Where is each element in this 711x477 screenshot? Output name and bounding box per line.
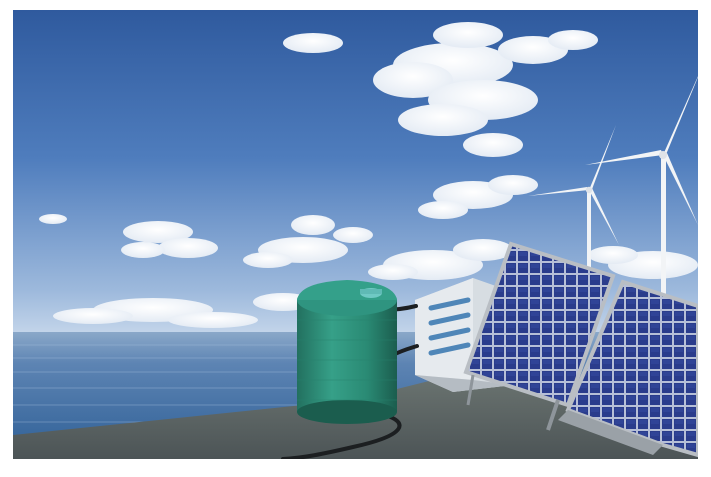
cloud-mid (418, 175, 538, 219)
cloud-center-cluster (243, 215, 373, 268)
water-storage-tank-icon (297, 280, 397, 424)
cloud-small-top (283, 33, 343, 53)
wind-turbine-icon (528, 125, 619, 290)
solar-panel-icon (558, 279, 698, 458)
desalination-scene-illustration (13, 10, 698, 459)
cloud-large-top (373, 22, 598, 157)
clouds (39, 22, 698, 328)
cloud-left-cluster (39, 214, 218, 258)
wind-turbine-icon (585, 76, 698, 295)
cloud-right-low (368, 239, 698, 280)
